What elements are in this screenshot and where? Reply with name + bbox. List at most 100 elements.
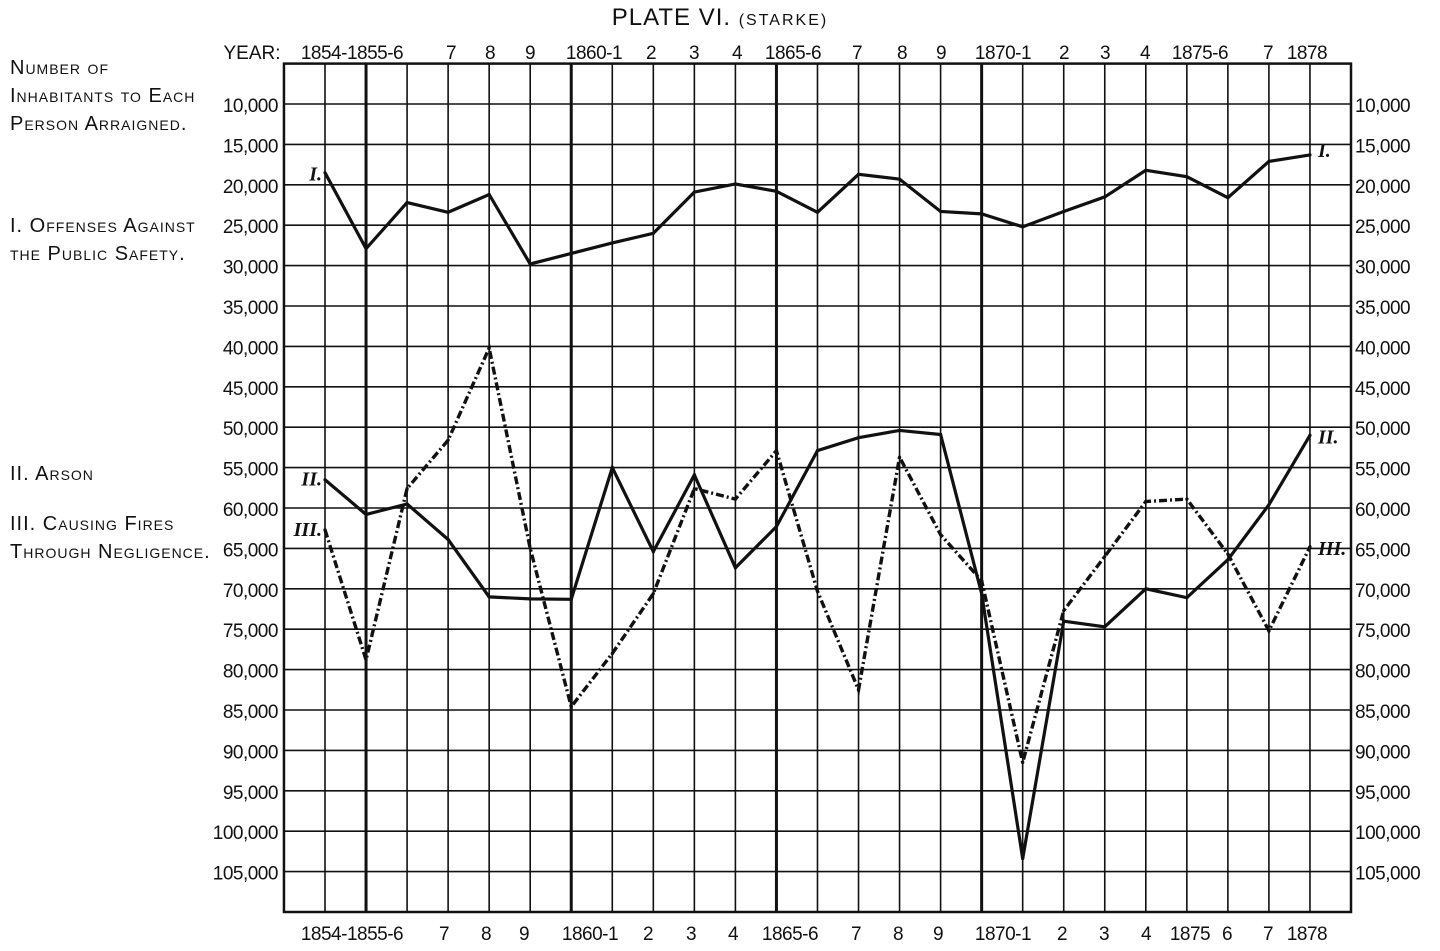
series-iii-marker-left: III. bbox=[293, 519, 322, 541]
series-iii-point bbox=[1267, 629, 1271, 633]
x-tick-label-top: 1860-1 bbox=[566, 43, 622, 64]
x-tick-label-bottom: 4 bbox=[1141, 924, 1152, 945]
series-iii-marker-right: III. bbox=[1317, 538, 1346, 560]
series-iii-point bbox=[733, 497, 738, 501]
x-tick-label-top: 3 bbox=[1100, 43, 1110, 64]
series-i-point bbox=[1144, 168, 1148, 172]
series-i-point bbox=[1021, 225, 1025, 229]
y-tick-label-right: 85,000 bbox=[1355, 702, 1410, 723]
y-tick-label-left: 25,000 bbox=[223, 217, 278, 238]
series-i-point bbox=[939, 209, 943, 214]
y-tick-label-right: 45,000 bbox=[1355, 379, 1410, 400]
x-tick-label-top: 7 bbox=[852, 43, 862, 64]
x-tick-label-top: 4 bbox=[1140, 43, 1151, 64]
y-tick-label-right: 80,000 bbox=[1355, 662, 1410, 683]
plate-subtitle: (STARKE) bbox=[738, 12, 829, 29]
series-iii-point bbox=[1103, 554, 1107, 559]
series-iii-point bbox=[1226, 552, 1230, 556]
x-tick-label-bottom: 1870-1 bbox=[975, 924, 1031, 945]
y-tick-label-left: 100,000 bbox=[213, 823, 278, 844]
series-iii-point bbox=[1062, 609, 1066, 613]
x-tick-label-bottom: 2 bbox=[1057, 924, 1067, 945]
series-i-point bbox=[733, 182, 738, 186]
x-tick-label-bottom: 1860-1 bbox=[562, 924, 618, 945]
series-i-point bbox=[1226, 196, 1230, 200]
series-iii-point bbox=[1021, 760, 1025, 765]
series-i-marker-left: I. bbox=[308, 164, 322, 186]
series-iii-point bbox=[323, 528, 327, 532]
series-i-point bbox=[569, 251, 573, 256]
series-i-point bbox=[980, 212, 984, 216]
x-tick-label-top: 1875-6 bbox=[1172, 43, 1228, 64]
series-ii-point bbox=[1144, 587, 1148, 591]
series-ii-point bbox=[815, 449, 820, 453]
series-ii-point bbox=[364, 512, 368, 517]
y-tick-label-right: 40,000 bbox=[1355, 338, 1410, 359]
series-ii-point bbox=[323, 478, 327, 482]
series-ii-point bbox=[774, 524, 779, 529]
series-i-point bbox=[692, 190, 696, 194]
series-i-point bbox=[446, 210, 450, 214]
y-tick-label-right: 20,000 bbox=[1355, 177, 1410, 198]
series-ii-point bbox=[1062, 619, 1066, 623]
y-tick-label-right: 70,000 bbox=[1355, 581, 1410, 602]
y-tick-label-left: 45,000 bbox=[223, 379, 278, 400]
x-tick-label-bottom: 7 bbox=[439, 924, 449, 945]
y-tick-label-left: 95,000 bbox=[223, 783, 278, 804]
y-tick-label-right: 50,000 bbox=[1355, 419, 1410, 440]
legend-series-i: I. Offenses Against the Public Safety. bbox=[10, 215, 196, 265]
series-ii-point bbox=[856, 436, 861, 440]
x-tick-label-top: 2 bbox=[646, 43, 656, 64]
x-tick-label-bottom: 3 bbox=[1099, 924, 1109, 945]
series-iii-point bbox=[487, 346, 491, 350]
series-iii-point bbox=[610, 651, 614, 656]
y-tick-label-left: 20,000 bbox=[223, 177, 278, 198]
plate-title: PLATE VI. bbox=[611, 4, 732, 31]
y-tick-label-right: 105,000 bbox=[1355, 864, 1420, 885]
x-tick-label-top: 3 bbox=[689, 43, 699, 64]
series-i-point bbox=[610, 241, 614, 245]
series-ii-marker-left: II. bbox=[300, 469, 322, 491]
series-i-point bbox=[774, 189, 779, 193]
series-iii-point bbox=[364, 658, 368, 662]
x-tick-label-bottom: 8 bbox=[893, 924, 903, 945]
series-i-point bbox=[815, 210, 820, 214]
y-tick-label-left: 35,000 bbox=[223, 298, 278, 319]
y-tick-label-left: 65,000 bbox=[223, 540, 278, 561]
series-i-point bbox=[897, 177, 902, 181]
series-iii-point bbox=[1144, 499, 1148, 504]
series-iii-point bbox=[569, 705, 573, 709]
y-axis-title: Number of Inhabitants to Each Person Arr… bbox=[10, 57, 196, 135]
y-tick-label-right: 35,000 bbox=[1355, 298, 1410, 319]
y-tick-label-left: 55,000 bbox=[223, 460, 278, 481]
x-tick-label-top: 1870-1 bbox=[975, 43, 1031, 64]
series-ii-point bbox=[610, 466, 614, 470]
x-tick-label-top: 9 bbox=[936, 43, 946, 64]
y-tick-label-left: 70,000 bbox=[223, 581, 278, 602]
series-ii-point bbox=[897, 428, 902, 433]
y-tick-label-right: 30,000 bbox=[1355, 258, 1410, 279]
x-tick-label-bottom: 6 bbox=[1222, 924, 1232, 945]
y-tick-label-left: 60,000 bbox=[223, 500, 278, 521]
y-tick-label-right: 60,000 bbox=[1355, 500, 1410, 521]
x-tick-label-bottom: 9 bbox=[519, 924, 529, 945]
plot-frame bbox=[282, 62, 1353, 914]
series-i-point bbox=[1308, 153, 1312, 157]
series-i-point bbox=[528, 262, 532, 266]
series-i-point bbox=[487, 192, 491, 197]
series-ii-point bbox=[651, 550, 655, 554]
y-tick-label-left: 15,000 bbox=[223, 136, 278, 157]
x-tick-label-bottom: 1878 bbox=[1287, 924, 1327, 945]
series-ii-point bbox=[692, 473, 696, 477]
x-tick-label-top: 9 bbox=[525, 43, 535, 64]
legend-series-iii: III. Causing Fires Through Negligence. bbox=[10, 513, 211, 563]
y-tick-label-right: 55,000 bbox=[1355, 460, 1410, 481]
series-ii-point bbox=[733, 566, 738, 570]
x-tick-label-top: 4 bbox=[732, 43, 743, 64]
series-iii-point bbox=[1185, 497, 1189, 501]
series-ii-point bbox=[1185, 596, 1189, 600]
y-tick-label-left: 30,000 bbox=[223, 258, 278, 279]
y-tick-label-left: 50,000 bbox=[223, 419, 278, 440]
y-tick-label-right: 10,000 bbox=[1355, 96, 1410, 117]
